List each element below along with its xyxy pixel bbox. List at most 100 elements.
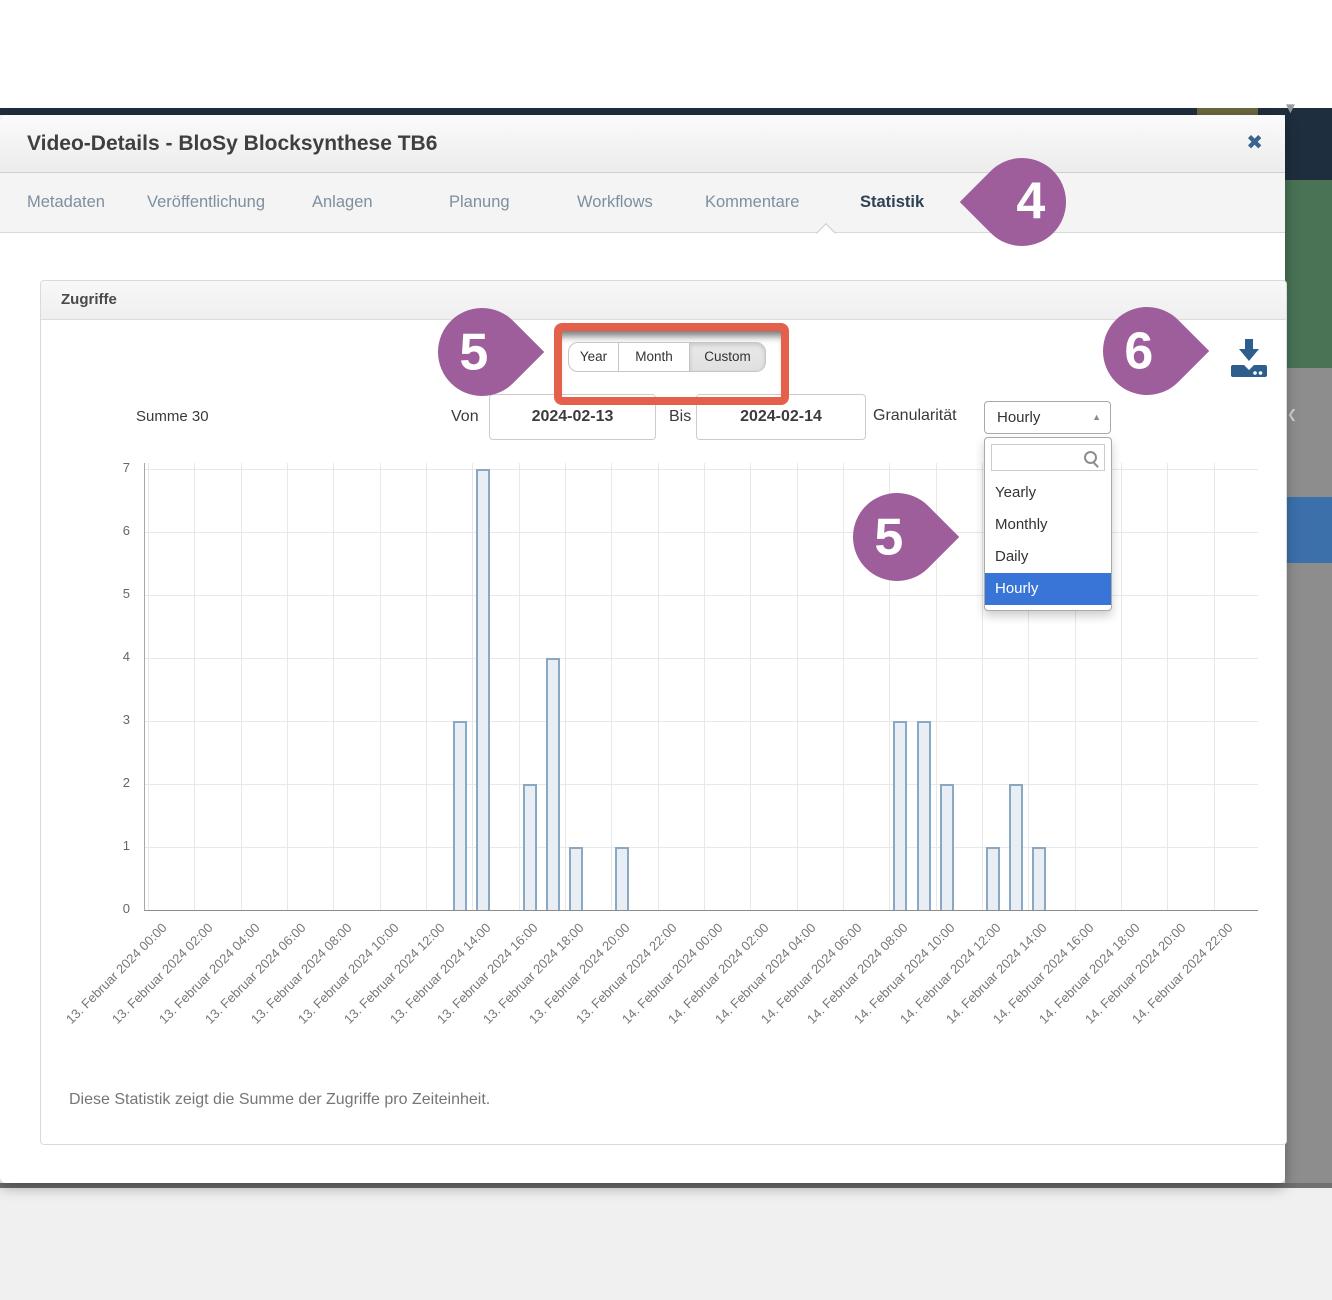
video-details-modal: Video-Details - BloSy Blocksynthese TB6 …	[0, 115, 1287, 1183]
v-gridline	[889, 463, 891, 910]
dropdown-search	[991, 444, 1105, 471]
dropdown-options: Yearly Monthly Daily Hourly	[985, 477, 1111, 605]
h-gridline	[145, 532, 1258, 533]
range-button-group: Year Month Custom	[568, 342, 766, 372]
background-blue-row	[1285, 497, 1332, 563]
bar	[986, 847, 1001, 910]
von-label: Von	[451, 408, 479, 425]
background-green-segment	[1285, 180, 1332, 368]
x-axis-labels: 13. Februar 2024 00:00 13. Februar 2024 0…	[41, 910, 1286, 1080]
background-olive-segment	[1197, 108, 1258, 115]
bar	[1009, 784, 1024, 910]
v-gridline	[565, 463, 567, 910]
zugriffe-panel: Zugriffe Year Month Custom Summe 30 Von 20…	[40, 280, 1287, 1145]
v-gridline	[1074, 463, 1076, 910]
v-gridline	[287, 463, 289, 910]
tab-workflows[interactable]: Workflows	[577, 193, 653, 211]
y-tick-label: 0	[122, 901, 130, 916]
tab-bar: Metadaten Veröffentlichung Anlagen Planung W…	[0, 173, 1285, 233]
background-footer-edge	[0, 1183, 1332, 1188]
y-tick-label: 5	[122, 586, 130, 601]
background-chevron-icon: ❮	[1287, 407, 1298, 421]
v-gridline	[194, 463, 196, 910]
v-gridline	[704, 463, 706, 910]
bar	[939, 784, 954, 910]
search-icon	[1084, 451, 1097, 464]
annotation-number: 5	[874, 507, 903, 566]
bar	[893, 721, 908, 910]
y-tick-label: 2	[122, 775, 130, 790]
bar	[1032, 847, 1047, 910]
v-gridline	[935, 463, 937, 910]
y-axis-labels: 0 1 2 3 4 5 6 7	[98, 460, 138, 916]
h-gridline	[145, 469, 1258, 470]
background-header-band	[0, 108, 1332, 115]
v-gridline	[1213, 463, 1215, 910]
v-gridline	[611, 463, 613, 910]
tab-verffentlichung[interactable]: Veröffentlichung	[147, 193, 266, 211]
v-gridline	[379, 463, 381, 910]
background-sort-icon: ▼	[1283, 100, 1298, 117]
y-tick-label: 6	[122, 523, 130, 538]
v-gridline	[796, 463, 798, 910]
tab-anlagen[interactable]: Anlagen	[312, 193, 373, 211]
v-gridline	[333, 463, 335, 910]
h-gridline	[145, 658, 1258, 659]
h-gridline	[145, 784, 1258, 785]
granularity-select[interactable]: Hourly ▲	[984, 401, 1111, 434]
v-gridline	[982, 463, 984, 910]
annotation-number: 4	[1016, 173, 1045, 232]
bar	[545, 658, 560, 910]
y-tick-label: 7	[122, 460, 130, 475]
modal-header: Video-Details - BloSy Blocksynthese TB6 …	[0, 115, 1285, 173]
download-icon[interactable]	[1229, 337, 1269, 381]
chart-plot-area	[144, 463, 1258, 911]
bis-label: Bis	[669, 408, 692, 425]
v-gridline	[472, 463, 474, 910]
annotation-number: 6	[1124, 321, 1153, 380]
month-button[interactable]: Month	[618, 342, 690, 372]
y-tick-label: 1	[122, 838, 130, 853]
v-gridline	[1121, 463, 1123, 910]
annotation-number: 5	[459, 322, 488, 381]
tab-metadaten[interactable]: Metadaten	[27, 193, 105, 211]
option-monthly[interactable]: Monthly	[995, 516, 1048, 533]
h-gridline	[145, 721, 1258, 722]
h-gridline	[145, 595, 1258, 596]
bar	[453, 721, 468, 910]
von-date-input[interactable]: 2024-02-13	[489, 394, 656, 440]
v-gridline	[148, 463, 149, 910]
v-gridline	[1167, 463, 1169, 910]
bis-date-input[interactable]: 2024-02-14	[696, 394, 866, 440]
granularity-selected-value: Hourly	[997, 409, 1041, 426]
tab-planung[interactable]: Planung	[449, 193, 510, 211]
close-icon[interactable]: ✖	[1246, 132, 1263, 154]
bar	[476, 469, 491, 910]
modal-title: Video-Details - BloSy Blocksynthese TB6	[27, 132, 438, 155]
option-daily[interactable]: Daily	[995, 548, 1029, 565]
granularity-label: Granularität	[873, 407, 957, 424]
v-gridline	[750, 463, 752, 910]
background-bottom-area	[0, 1188, 1332, 1300]
bar	[569, 847, 584, 910]
granularity-dropdown: Yearly Monthly Daily Hourly	[984, 437, 1112, 611]
option-yearly[interactable]: Yearly	[995, 484, 1037, 501]
v-gridline	[1028, 463, 1030, 910]
v-gridline	[240, 463, 242, 910]
year-button[interactable]: Year	[568, 342, 619, 372]
tab-statistik[interactable]: Statistik	[860, 193, 925, 211]
background-navy-segment	[1285, 115, 1332, 180]
v-gridline	[426, 463, 428, 910]
h-gridline	[145, 847, 1258, 848]
tab-kommentare[interactable]: Kommentare	[705, 193, 800, 211]
custom-button[interactable]: Custom	[689, 342, 766, 372]
v-gridline	[518, 463, 520, 910]
chart-description: Diese Statistik zeigt die Summe der Zugr…	[69, 1091, 491, 1108]
panel-header: Zugriffe	[41, 281, 1286, 320]
option-hourly[interactable]: Hourly	[985, 573, 1111, 605]
panel-title: Zugriffe	[61, 291, 117, 308]
y-tick-label: 4	[122, 649, 130, 664]
chevron-up-icon: ▲	[1092, 412, 1101, 422]
sum-label: Summe 30	[136, 408, 209, 425]
